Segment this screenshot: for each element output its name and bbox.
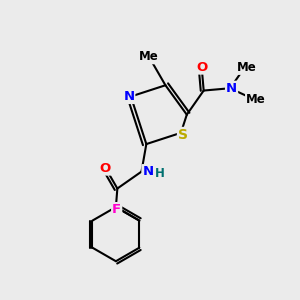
Text: Me: Me [246, 93, 266, 106]
Text: S: S [178, 128, 188, 142]
Text: H: H [155, 167, 165, 180]
Text: N: N [226, 82, 237, 95]
Text: O: O [100, 162, 111, 175]
Text: Me: Me [237, 61, 257, 74]
Text: Me: Me [140, 50, 159, 63]
Text: N: N [123, 90, 134, 103]
Text: N: N [142, 165, 154, 178]
Text: O: O [196, 61, 207, 74]
Text: F: F [112, 203, 121, 216]
